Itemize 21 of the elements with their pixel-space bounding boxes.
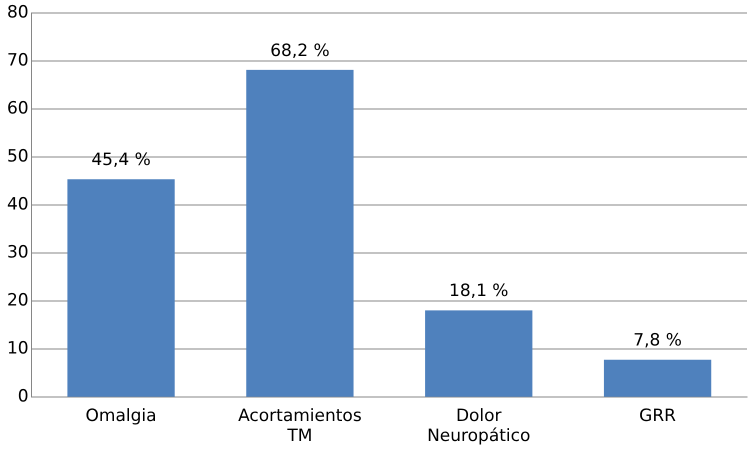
y-tick-label: 30 [6, 242, 29, 263]
y-tick-label: 20 [6, 290, 29, 311]
x-tick-label: Acortamientos TM [238, 406, 362, 446]
bar [246, 70, 354, 397]
y-tick-label: 0 [18, 386, 29, 407]
y-tick-label: 40 [6, 194, 29, 215]
data-label: 45,4 % [91, 150, 151, 170]
y-tick-label: 50 [6, 146, 29, 167]
data-label: 68,2 % [270, 40, 330, 61]
y-tick-label: 60 [6, 98, 29, 119]
x-tick-label: Omalgia [86, 406, 157, 426]
bar [604, 360, 712, 397]
data-label: 18,1 % [449, 281, 508, 302]
y-tick-label: 10 [6, 338, 29, 359]
x-tick-label: Dolor Neuropático [427, 406, 530, 446]
y-tick-label: 70 [6, 50, 29, 71]
y-tick-label: 80 [6, 2, 29, 23]
data-label: 7,8 % [633, 330, 682, 351]
bar [425, 310, 532, 397]
x-tick-label: GRR [639, 406, 676, 426]
bar [67, 179, 175, 397]
